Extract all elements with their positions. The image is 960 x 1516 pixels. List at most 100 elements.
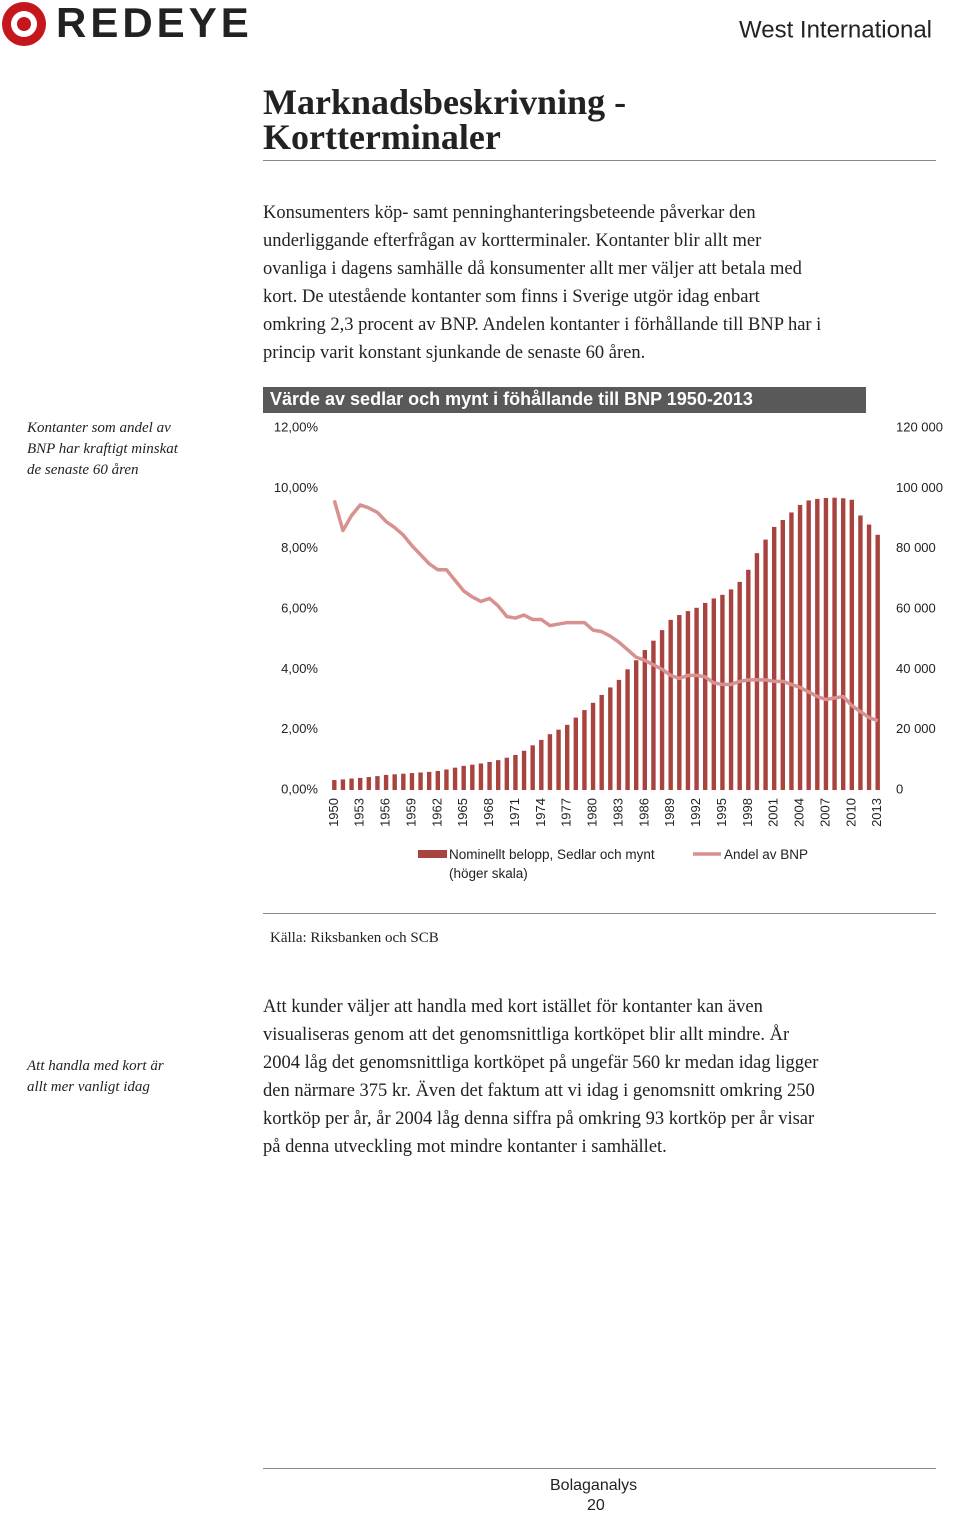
bar [392,774,397,790]
x-tick-label: 2010 [843,798,858,827]
bar [711,598,717,790]
x-tick-label: 1959 [403,798,418,827]
y-tick-label: 2,00% [281,721,318,736]
intro-line: underliggande efterfrågan av korttermina… [263,231,762,251]
bar [340,779,346,790]
bar [728,589,734,790]
bar [754,553,760,790]
chart-title: Värde av sedlar och mynt i föhållande ti… [270,389,753,409]
x-tick-label: 2004 [792,798,807,827]
bar [564,724,570,790]
bar [539,739,544,790]
y2-tick-label: 0 [896,781,903,796]
brand: REDEYE [56,0,253,46]
bar [875,534,880,790]
body-line: kortköp per år, år 2004 låg denna siffra… [263,1109,815,1129]
body-line: den närmare 375 kr. Även det faktum att … [263,1081,815,1101]
bar [702,602,708,790]
bar [418,772,423,790]
side-note: Att handla med kort är [27,1058,164,1074]
x-tick-label: 1980 [585,798,600,827]
bar [651,640,656,790]
x-tick-label: 1989 [662,798,677,827]
bar [780,520,786,790]
source: Källa: Riksbanken och SCB [270,930,439,946]
bar [849,499,855,790]
x-tick-label: 1956 [378,798,393,827]
legend-label: Andel av BNP [724,847,809,862]
bar [659,630,665,790]
body-line: Att kunder väljer att handla med kort is… [263,997,763,1017]
intro-line: kort. De utestående kontanter som finns … [263,287,760,307]
page-number: 20 [587,1497,605,1514]
intro-line: princip varit konstant sjunkande de sena… [263,343,646,363]
bar [737,581,742,790]
y2-tick-label: 80 000 [896,540,936,555]
company: West International [739,16,932,43]
legend-label: Nominellt belopp, Sedlar och mynt (höger… [449,847,655,881]
bar [495,760,501,790]
source-rule [263,913,936,914]
bar [383,774,389,790]
x-tick-label: 1962 [429,798,444,827]
intro-line: ovanliga i dagens samhälle då konsumente… [263,259,802,279]
y-tick-label: 8,00% [281,540,318,555]
bar [332,780,337,790]
line [332,499,879,723]
x-tick-label: 1965 [455,798,470,827]
x-tick-label: 2013 [869,798,884,827]
bar [590,702,596,790]
side-note: Kontanter som andel av [27,420,171,436]
x-tick-label: 1968 [481,798,496,827]
bar [797,504,803,790]
bar [677,615,682,790]
body-line: 2004 låg det genomsnittliga kortköpet på… [263,1053,819,1073]
bar [642,650,648,790]
y-tick-label: 10,00% [274,480,319,495]
y-tick-label: 12,00% [274,419,319,434]
x-tick-label: 1995 [714,798,729,827]
bar [444,769,449,790]
bar [771,526,777,790]
side-note: de senaste 60 åren [27,462,139,478]
bar [789,512,794,790]
bar [832,497,837,790]
bar [452,767,458,790]
bar [547,734,553,790]
footer-rule [263,1468,936,1469]
footer-section: Bolaganalys [550,1477,638,1494]
bar [616,679,622,790]
x-tick-label: 1998 [740,798,755,827]
x-tick-label: 1986 [636,798,651,827]
body-line: visualiseras genom att det genomsnittlig… [263,1025,790,1045]
bar [625,669,630,790]
bar [349,778,354,790]
x-tick-label: 1974 [533,798,548,827]
bar [720,594,725,790]
y2-tick-label: 20 000 [896,721,936,736]
bar [858,515,863,790]
bar [357,777,363,790]
x-tick-label: 1950 [326,798,341,827]
bar [815,498,820,790]
bar [504,757,510,790]
x-tick-label: 1983 [610,798,625,827]
y2-tick-label: 120 000 [896,419,943,434]
bar [599,694,604,790]
bar [530,745,535,790]
page-title: Marknadsbeskrivning - [263,82,627,122]
logo-pupil [17,17,31,31]
bar [633,660,639,790]
intro-line: Konsumenters köp- samt penninghanterings… [263,203,756,223]
bar [685,611,691,790]
bar [556,729,561,790]
bar [435,770,441,790]
bar [763,539,768,790]
bar [806,500,811,790]
bar [461,765,466,790]
bar [573,717,579,790]
bar [513,755,518,790]
bar [487,761,492,790]
x-tick-label: 2007 [817,798,832,827]
